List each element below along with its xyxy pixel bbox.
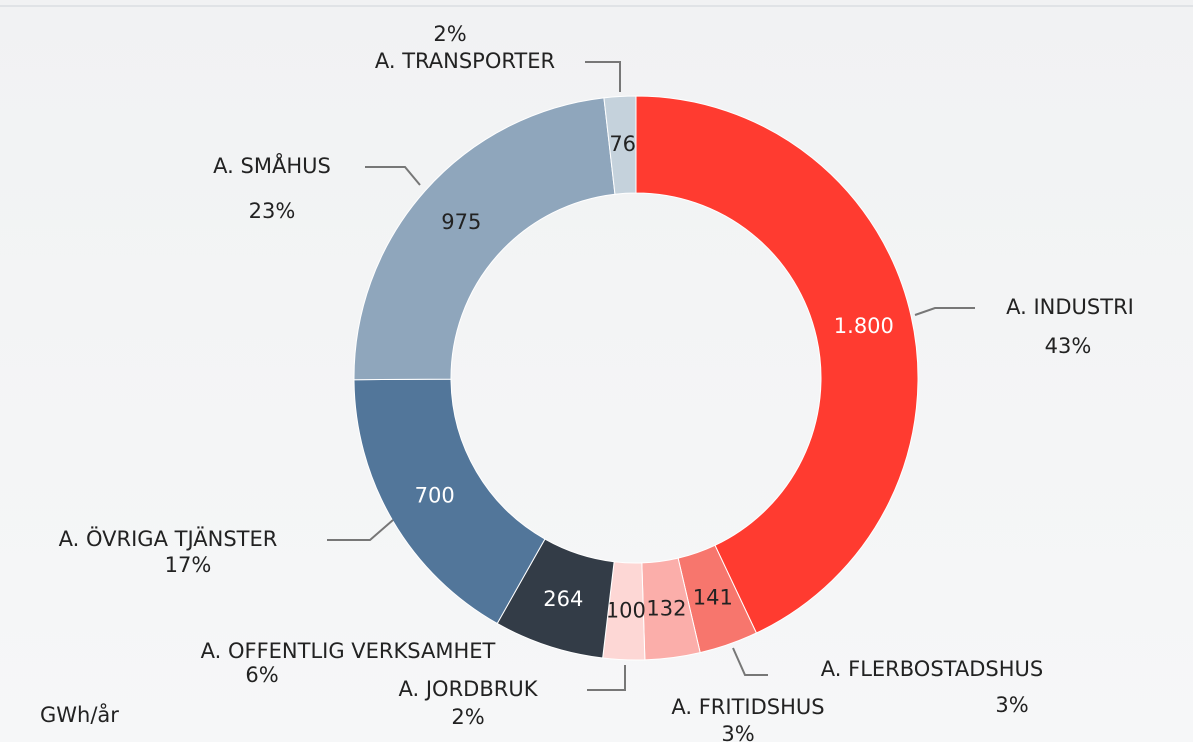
- percent-label: 6%: [245, 663, 278, 687]
- value-label: 76: [609, 132, 636, 156]
- value-label: 1.800: [834, 314, 894, 338]
- leader-line: [327, 519, 394, 541]
- value-label: 264: [543, 587, 583, 611]
- category-label: A. JORDBRUK: [399, 677, 539, 701]
- donut-segment: [353, 97, 616, 381]
- category-label: A. ÖVRIGA TJÄNSTER: [59, 526, 278, 551]
- donut-segment: [635, 95, 919, 634]
- percent-label: 17%: [165, 553, 212, 577]
- value-label: 141: [693, 585, 733, 609]
- percent-label: 2%: [451, 705, 484, 729]
- percent-label: 43%: [1045, 334, 1092, 358]
- donut-segment: [603, 95, 637, 195]
- percent-label: 3%: [995, 693, 1028, 717]
- percent-label: 3%: [721, 722, 754, 742]
- leader-line: [365, 166, 421, 186]
- value-label: 100: [606, 598, 646, 622]
- category-label: A. OFFENTLIG VERKSAMHET: [201, 639, 496, 663]
- category-label: A. INDUSTRI: [1006, 295, 1134, 319]
- value-label: 700: [415, 483, 455, 507]
- unit-label: GWh/år: [40, 702, 119, 727]
- category-label: A. FLERBOSTADSHUS: [821, 657, 1043, 681]
- percent-label: 2%: [433, 22, 466, 46]
- value-label: 975: [441, 210, 481, 234]
- leader-line: [587, 665, 626, 691]
- category-label: A. TRANSPORTER: [375, 49, 555, 73]
- leader-line: [585, 61, 621, 92]
- category-label: A. FRITIDSHUS: [671, 695, 824, 719]
- value-label: 132: [646, 597, 686, 621]
- percent-label: 23%: [249, 199, 296, 223]
- leader-line: [914, 307, 975, 316]
- leader-line: [732, 647, 768, 676]
- category-label: A. SMÅHUS: [213, 152, 331, 178]
